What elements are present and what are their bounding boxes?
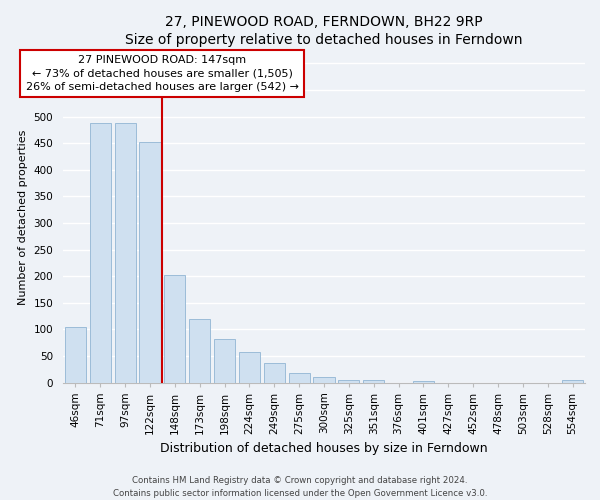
Bar <box>115 124 136 382</box>
Bar <box>413 381 434 382</box>
Bar <box>313 377 335 382</box>
Bar <box>263 364 285 382</box>
Bar <box>139 142 161 382</box>
Bar <box>239 352 260 382</box>
Text: Contains HM Land Registry data © Crown copyright and database right 2024.
Contai: Contains HM Land Registry data © Crown c… <box>113 476 487 498</box>
Y-axis label: Number of detached properties: Number of detached properties <box>18 130 28 306</box>
Bar <box>289 374 310 382</box>
Bar <box>189 318 210 382</box>
Title: 27, PINEWOOD ROAD, FERNDOWN, BH22 9RP
Size of property relative to detached hous: 27, PINEWOOD ROAD, FERNDOWN, BH22 9RP Si… <box>125 15 523 48</box>
X-axis label: Distribution of detached houses by size in Ferndown: Distribution of detached houses by size … <box>160 442 488 455</box>
Bar <box>65 326 86 382</box>
Text: 27 PINEWOOD ROAD: 147sqm
← 73% of detached houses are smaller (1,505)
26% of sem: 27 PINEWOOD ROAD: 147sqm ← 73% of detach… <box>26 56 299 92</box>
Bar <box>214 339 235 382</box>
Bar <box>164 275 185 382</box>
Bar <box>562 380 583 382</box>
Bar <box>363 380 384 382</box>
Bar <box>89 124 111 382</box>
Bar <box>338 380 359 382</box>
